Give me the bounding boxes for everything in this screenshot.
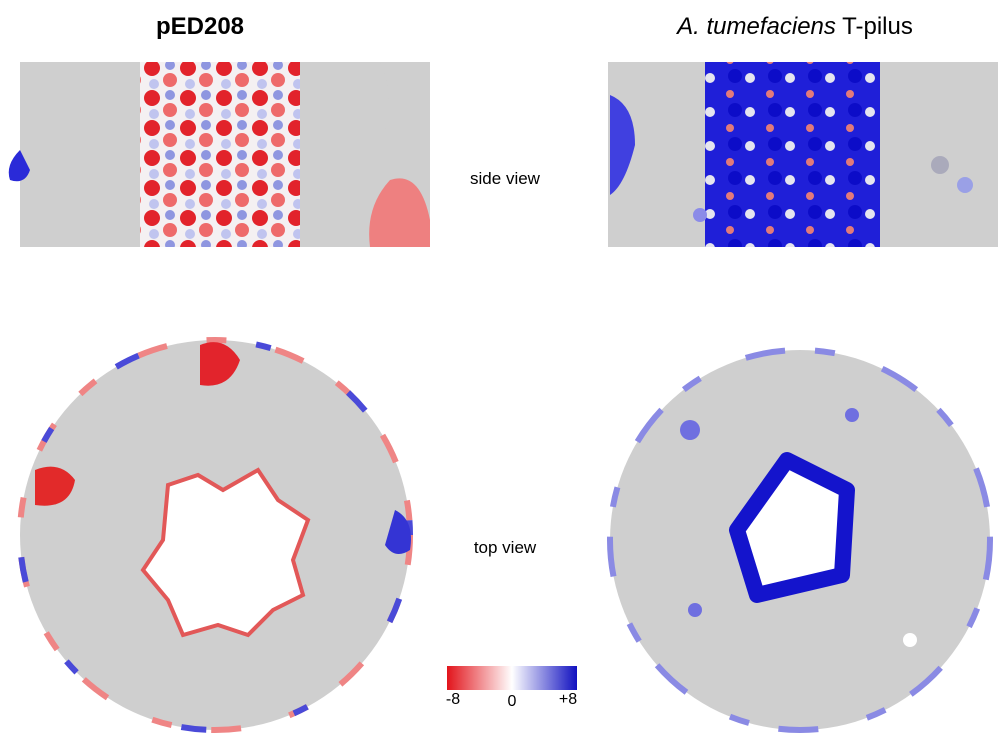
figure: pED208 A. tumefaciens T-pilus side view … — [0, 0, 998, 738]
left-title: pED208 — [156, 13, 244, 40]
right-title: A. tumefaciens T-pilus — [675, 13, 913, 40]
right-title-rest: T-pilus — [842, 13, 913, 40]
colorbar-label: 0 — [508, 693, 517, 710]
colorbar-label: -8 — [446, 691, 460, 708]
colorbar-label: +8 — [559, 691, 577, 708]
top-view-left — [20, 340, 411, 730]
row-label: top view — [474, 538, 537, 557]
row-label: side view — [470, 169, 541, 188]
top-view-right — [610, 350, 990, 730]
side-view-left — [9, 62, 430, 247]
colorbar — [447, 666, 577, 690]
right-title-italic: A. tumefaciens — [675, 13, 836, 40]
side-view-right — [608, 62, 998, 247]
